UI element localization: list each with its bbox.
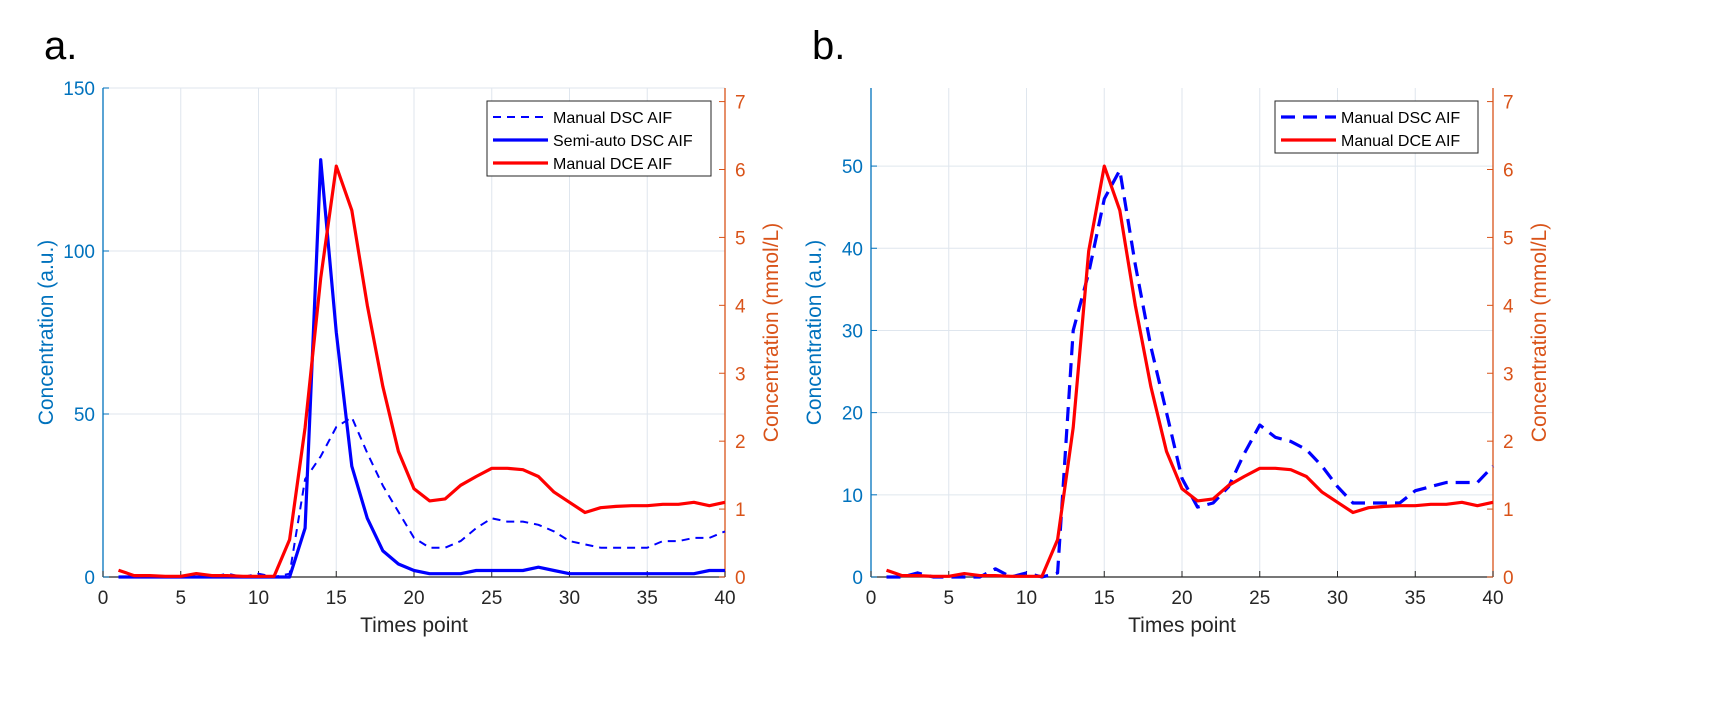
y-right-tick-label: 3 (1503, 364, 1514, 385)
series-line-manual-dsc-aif (118, 416, 726, 578)
y-right-tick-label: 7 (1503, 93, 1514, 114)
series-line-semi-auto-dsc-aif (118, 158, 725, 579)
x-tick-label: 5 (943, 588, 954, 609)
y-left-tick-label: 40 (842, 239, 863, 260)
y-left-tick-label: 0 (84, 568, 95, 589)
x-tick-label: 15 (326, 588, 347, 609)
y-right-tick-label: 6 (735, 161, 746, 182)
x-tick-label: 10 (1016, 588, 1037, 609)
y-left-tick-label: 100 (63, 242, 95, 263)
x-axis-label: Times point (360, 614, 468, 637)
y-right-tick-label: 0 (735, 568, 746, 589)
legend-label-manual-dsc-aif: Manual DSC AIF (1341, 110, 1460, 127)
y-right-axis-label: Concentration (mmol/L) (760, 223, 783, 442)
x-tick-label: 35 (637, 588, 658, 609)
x-tick-label: 25 (481, 588, 502, 609)
x-tick-label: 10 (248, 588, 269, 609)
x-tick-label: 35 (1405, 588, 1426, 609)
x-tick-label: 20 (403, 588, 424, 609)
y-left-tick-label: 50 (74, 405, 95, 426)
y-right-tick-label: 0 (1503, 568, 1514, 589)
legend: Manual DSC AIF Semi-auto DSC AIF Manual DC… (486, 100, 712, 177)
y-left-tick-label: 50 (842, 157, 863, 178)
x-tick-label: 0 (98, 588, 109, 609)
series-line-manual-dsc-aif (886, 168, 1495, 579)
x-tick-label: 5 (175, 588, 186, 609)
y-right-tick-label: 1 (735, 500, 746, 521)
x-tick-label: 0 (866, 588, 877, 609)
y-left-axis-label: Concentration (a.u.) (803, 240, 826, 426)
y-right-axis-label: Concentration (mmol/L) (1528, 223, 1551, 442)
y-right-tick-label: 3 (735, 364, 746, 385)
x-axis-label: Times point (1128, 614, 1236, 637)
legend: Manual DSC AIF Manual DCE AIF (1274, 100, 1479, 154)
legend-label-semi-auto-dsc-aif: Semi-auto DSC AIF (553, 133, 693, 150)
y-left-tick-label: 10 (842, 486, 863, 507)
x-tick-label: 40 (1482, 588, 1503, 609)
y-right-tick-label: 4 (1503, 296, 1514, 317)
y-right-tick-label: 5 (735, 228, 746, 249)
legend-label-manual-dsc-aif: Manual DSC AIF (553, 110, 672, 127)
legend-box (1274, 100, 1479, 154)
x-tick-label: 15 (1094, 588, 1115, 609)
series-line-manual-dce-aif (117, 164, 726, 578)
legend-label-manual-dce-aif: Manual DCE AIF (553, 156, 672, 173)
panel-b-label: b. (812, 24, 846, 68)
x-tick-label: 25 (1249, 588, 1270, 609)
y-left-tick-label: 20 (842, 404, 863, 425)
y-right-tick-label: 7 (735, 93, 746, 114)
y-right-tick-label: 2 (1503, 432, 1514, 453)
y-right-tick-label: 1 (1503, 500, 1514, 521)
y-right-tick-label: 2 (735, 432, 746, 453)
x-tick-label: 30 (1327, 588, 1348, 609)
series-line-manual-dce-aif (885, 164, 1494, 578)
chart-panel-b: 0 5 10 15 20 25 30 35 400102030405001234567Times… (803, 88, 1551, 637)
x-tick-label: 40 (714, 588, 735, 609)
y-left-tick-label: 150 (63, 79, 95, 100)
x-tick-label: 30 (559, 588, 580, 609)
y-left-tick-label: 0 (852, 568, 863, 589)
panel-a-label: a. (44, 24, 78, 68)
y-left-tick-label: 30 (842, 321, 863, 342)
y-right-tick-label: 4 (735, 296, 746, 317)
y-left-axis-label: Concentration (a.u.) (35, 240, 58, 426)
y-right-tick-label: 6 (1503, 161, 1514, 182)
legend-label-manual-dce-aif: Manual DCE AIF (1341, 133, 1460, 150)
x-tick-label: 20 (1171, 588, 1192, 609)
y-right-tick-label: 5 (1503, 228, 1514, 249)
